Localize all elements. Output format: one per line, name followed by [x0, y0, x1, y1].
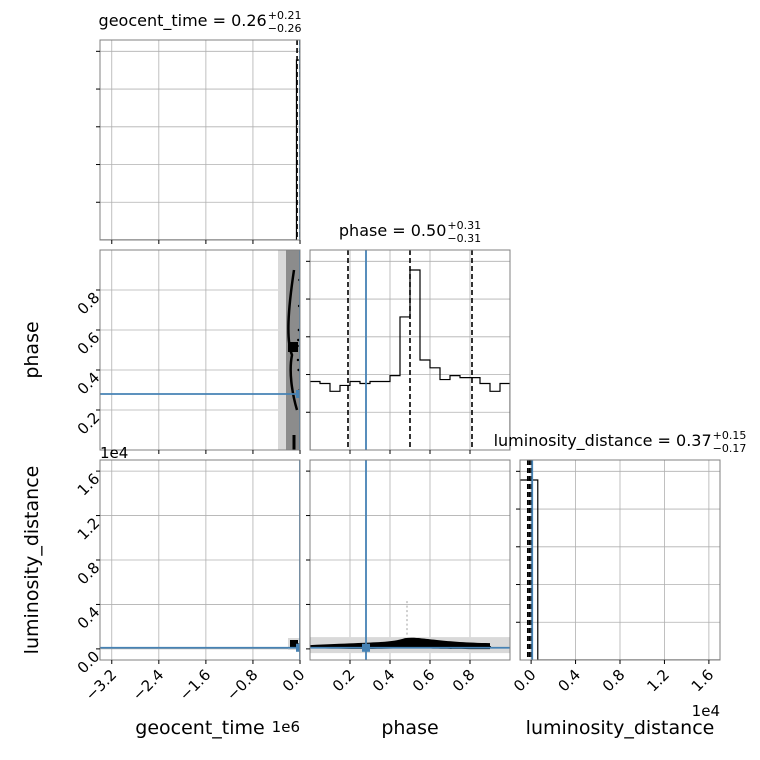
panel-title-phase: phase = 0.50 +0.31−0.31 — [339, 219, 481, 245]
truth-marker — [296, 390, 300, 398]
xtick-label: 0.2 — [329, 666, 359, 696]
scatter-point — [297, 338, 300, 342]
title-main: geocent_time = 0.26 — [99, 11, 267, 31]
xtick-label: 1.6 — [688, 666, 718, 696]
density-dot — [406, 623, 408, 626]
ytick-label: 0.4 — [74, 369, 104, 399]
title-main: luminosity_distance = 0.37 — [494, 431, 712, 451]
truth-marker — [296, 643, 300, 652]
panel-title-geocent_time: geocent_time = 0.26 +0.21−0.26 — [99, 9, 302, 35]
xtick-label: 1.2 — [643, 666, 673, 696]
scatter-point — [296, 358, 300, 362]
xtick-label: −2.4 — [129, 666, 167, 704]
title-sub: −0.26 — [268, 22, 302, 35]
ytick-label: 0.0 — [74, 647, 104, 677]
x-axis-label-phase: phase — [381, 717, 438, 739]
hist-luminosity_distance — [520, 479, 720, 660]
xtick-label: 0.8 — [599, 666, 629, 696]
panel-distance-vs-phase — [310, 460, 510, 660]
ytick-label: 0.8 — [74, 289, 104, 319]
grid-luminosity_distance-geocent_time — [100, 460, 300, 660]
title-sup: +0.21 — [268, 9, 302, 22]
contour — [310, 637, 490, 650]
density-peak — [290, 640, 298, 648]
ytick-label: 0.8 — [74, 559, 104, 589]
density-dot — [406, 605, 408, 608]
xtick-label: 0.0 — [510, 666, 540, 696]
x-axis-label-geocent_time: geocent_time — [135, 717, 264, 739]
title-sub: −0.17 — [713, 442, 747, 455]
grid-luminosity_distance-phase — [310, 460, 510, 660]
panel-phase-vs-geocent_time — [100, 250, 300, 450]
title-sub: −0.31 — [447, 232, 481, 245]
density-dot — [406, 628, 408, 631]
x-offset-label-luminosity_distance: 1e4 — [692, 702, 720, 720]
xtick-label: 0.0 — [279, 666, 309, 696]
quantiles-phase — [347, 250, 473, 450]
xtick-label: 0.8 — [449, 666, 479, 696]
truth-marker — [362, 643, 370, 652]
ytick-label: 1.2 — [74, 514, 104, 544]
grid-phase-geocent_time — [100, 250, 300, 450]
x-offset-label-geocent_time: 1e6 — [272, 718, 300, 736]
panel-frame-geocent_time-geocent_time — [99, 39, 301, 241]
quantiles-luminosity_distance — [526, 460, 534, 660]
ytick-label: 0.4 — [74, 603, 104, 633]
hist-step — [520, 479, 720, 660]
xtick-label: −1.6 — [176, 666, 214, 704]
y-axis-label-luminosity_distance: luminosity_distance — [21, 466, 43, 655]
y-offset-label-luminosity_distance: 1e4 — [100, 444, 128, 462]
scatter-point — [296, 344, 299, 348]
hist-step — [100, 59, 300, 240]
title-main: phase = 0.50 — [339, 221, 446, 240]
panel-frame-phase-phase — [309, 249, 511, 451]
y-axis-label-phase: phase — [21, 321, 43, 378]
xtick-label: 0.6 — [409, 666, 439, 696]
xtick-label: 0.4 — [369, 666, 399, 696]
contour — [287, 269, 299, 411]
density-dot — [406, 601, 408, 604]
grid-geocent_time-geocent_time — [100, 40, 300, 240]
panel-title-luminosity_distance: luminosity_distance = 0.37 +0.15−0.17 — [494, 429, 747, 455]
ytick-label: 0.2 — [74, 409, 104, 439]
panel-frame-phase-geocent_time — [99, 249, 301, 451]
grid-luminosity_distance-luminosity_distance — [520, 460, 720, 660]
scatter-point — [408, 642, 412, 645]
x-axis-label-luminosity_distance: luminosity_distance — [526, 717, 715, 739]
density-dot — [406, 614, 408, 617]
ytick-label: 0.6 — [74, 329, 104, 359]
ytick-label: 1.6 — [74, 470, 104, 500]
density-dot — [406, 632, 408, 635]
hist-geocent_time — [100, 59, 300, 240]
density-dot — [406, 619, 408, 622]
scatter-point — [428, 644, 432, 648]
panel-distance-vs-geocent_time — [100, 460, 300, 660]
xtick-label: −0.8 — [223, 666, 261, 704]
title-sup: +0.31 — [447, 219, 481, 232]
title-sup: +0.15 — [713, 429, 747, 442]
quantiles-geocent_time — [296, 40, 300, 240]
xtick-label: 0.4 — [554, 666, 584, 696]
density-dot — [406, 610, 408, 613]
density-peak — [288, 342, 298, 352]
